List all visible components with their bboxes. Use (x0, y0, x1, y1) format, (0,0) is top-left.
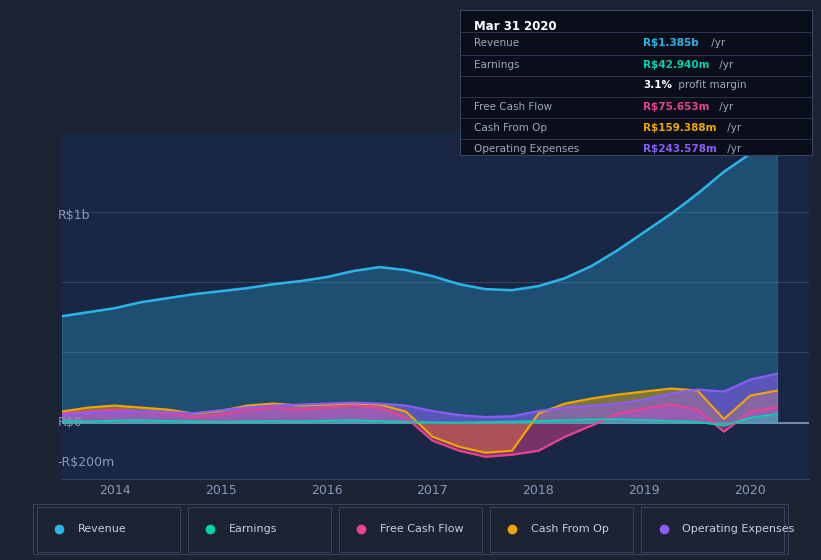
Text: R$75.653m: R$75.653m (643, 102, 709, 112)
Text: /yr: /yr (724, 123, 741, 133)
Text: Operating Expenses: Operating Expenses (474, 144, 580, 154)
Text: 3.1%: 3.1% (643, 80, 672, 90)
Text: /yr: /yr (724, 144, 741, 154)
Text: R$243.578m: R$243.578m (643, 144, 717, 154)
Text: R$0: R$0 (57, 416, 83, 429)
Text: Revenue: Revenue (78, 524, 127, 534)
Text: profit margin: profit margin (676, 80, 747, 90)
Text: /yr: /yr (716, 102, 733, 112)
Text: Free Cash Flow: Free Cash Flow (474, 102, 553, 112)
Text: Earnings: Earnings (474, 60, 520, 70)
Text: Earnings: Earnings (229, 524, 277, 534)
Text: -R$200m: -R$200m (57, 456, 115, 469)
Text: Cash From Op: Cash From Op (531, 524, 609, 534)
Text: R$1.385b: R$1.385b (643, 38, 699, 48)
Text: R$159.388m: R$159.388m (643, 123, 717, 133)
Text: Mar 31 2020: Mar 31 2020 (474, 20, 557, 33)
Text: /yr: /yr (708, 38, 725, 48)
Text: Cash From Op: Cash From Op (474, 123, 547, 133)
Text: R$1b: R$1b (57, 209, 90, 222)
Text: Free Cash Flow: Free Cash Flow (380, 524, 464, 534)
Text: Operating Expenses: Operating Expenses (682, 524, 795, 534)
Text: Revenue: Revenue (474, 38, 519, 48)
Text: R$42.940m: R$42.940m (643, 60, 709, 70)
Text: /yr: /yr (716, 60, 733, 70)
